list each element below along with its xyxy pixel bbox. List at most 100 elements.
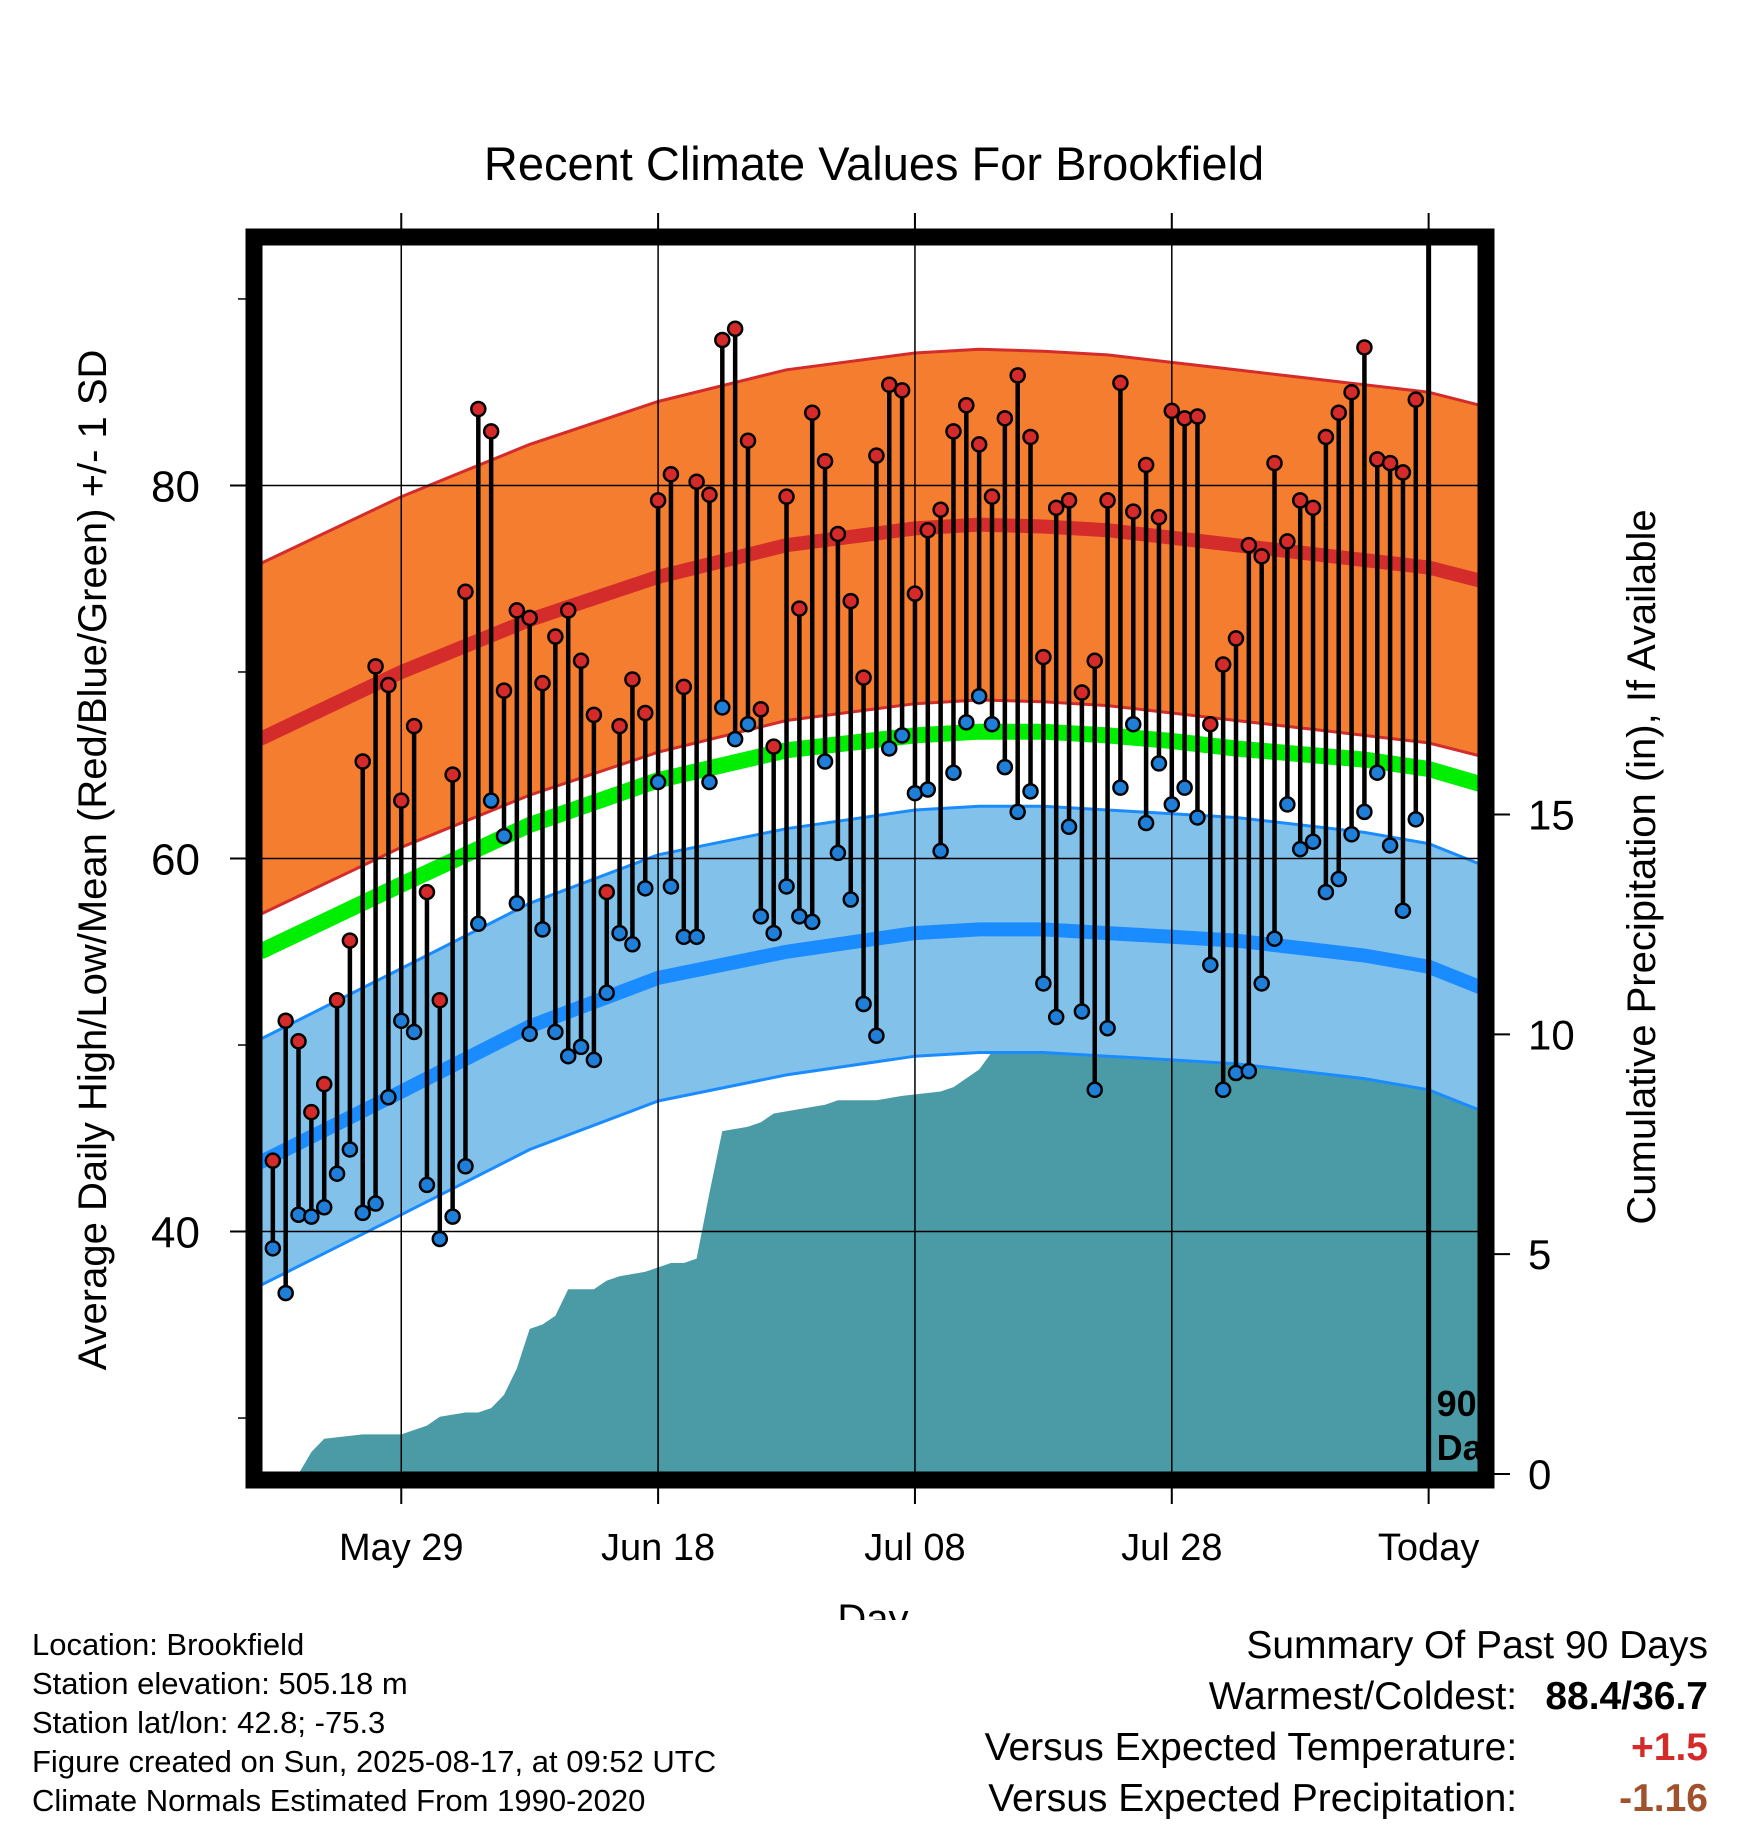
daily-high-point bbox=[1394, 464, 1412, 481]
daily-low-point bbox=[1060, 818, 1078, 836]
y2-tick-label: 5 bbox=[1528, 1231, 1551, 1278]
daily-high-point bbox=[1137, 456, 1155, 474]
daily-low-point bbox=[765, 924, 782, 942]
x-axis-label: Day bbox=[837, 1597, 908, 1620]
y2-tick-label: 10 bbox=[1528, 1011, 1575, 1058]
daily-low-point bbox=[534, 921, 551, 938]
climate-chart: Recent Climate Values For Brookfield Ave… bbox=[71, 137, 1664, 1620]
daily-low-point bbox=[1099, 1019, 1116, 1037]
y2-tick-label: 0 bbox=[1528, 1451, 1551, 1498]
daily-low-point bbox=[1240, 1062, 1258, 1080]
daily-high-point bbox=[765, 738, 782, 755]
daily-low-point bbox=[662, 878, 680, 895]
temp-value: +1.5 bbox=[1631, 1726, 1708, 1769]
daily-low-point bbox=[816, 753, 834, 770]
daily-high-point bbox=[1227, 630, 1245, 647]
daily-high-point bbox=[855, 669, 872, 686]
station-info: Location: Brookfield Station elevation: … bbox=[32, 1625, 716, 1820]
temp-label: Versus Expected Temperature: bbox=[984, 1726, 1518, 1769]
daily-low-point bbox=[431, 1230, 449, 1248]
daily-low-point bbox=[1291, 840, 1309, 858]
daily-low-point bbox=[996, 758, 1014, 776]
daily-high-point bbox=[521, 609, 538, 627]
daily-high-point bbox=[1253, 548, 1270, 565]
daily-low-point bbox=[393, 1012, 410, 1030]
daily-high-point bbox=[637, 704, 654, 722]
daily-low-point bbox=[1137, 814, 1155, 832]
daily-high-point bbox=[906, 585, 924, 602]
daily-high-point bbox=[970, 436, 988, 453]
daily-low-point bbox=[1150, 755, 1168, 772]
daily-high-point bbox=[431, 992, 449, 1009]
daily-high-point bbox=[1266, 454, 1283, 472]
daily-low-point bbox=[1202, 956, 1219, 974]
daily-low-point bbox=[1394, 902, 1412, 919]
daily-high-point bbox=[444, 766, 461, 783]
daily-low-point bbox=[1163, 796, 1181, 813]
daily-low-point bbox=[752, 908, 770, 925]
x-tick-label: Jun 18 bbox=[601, 1527, 715, 1569]
daily-high-point bbox=[701, 486, 718, 504]
daily-high-point bbox=[585, 706, 603, 724]
y-tick-label: 60 bbox=[151, 836, 200, 885]
daily-high-point bbox=[1086, 652, 1103, 670]
daily-low-point bbox=[405, 1023, 423, 1041]
location-text: Location: Brookfield bbox=[32, 1627, 305, 1662]
daily-high-point bbox=[1356, 339, 1373, 356]
daily-high-point bbox=[495, 682, 513, 699]
daily-low-point bbox=[1317, 883, 1335, 901]
daily-high-point bbox=[996, 410, 1014, 427]
daily-low-point bbox=[970, 687, 988, 705]
daily-high-point bbox=[1317, 428, 1335, 446]
daily-high-point bbox=[726, 320, 744, 338]
daily-high-point bbox=[739, 432, 757, 449]
daily-low-point bbox=[932, 842, 949, 860]
daily-high-point bbox=[482, 423, 500, 440]
daily-low-point bbox=[868, 1027, 885, 1044]
daily-high-point bbox=[1304, 499, 1322, 517]
daily-high-point bbox=[559, 602, 577, 619]
daily-high-point bbox=[714, 331, 731, 349]
daily-high-point bbox=[893, 382, 911, 399]
daily-high-point bbox=[1291, 492, 1309, 509]
warm-cold-row: Warmest/Coldest: 88.4/36.7 bbox=[985, 1671, 1708, 1722]
daily-low-point bbox=[367, 1195, 384, 1212]
daily-low-point bbox=[470, 915, 487, 933]
daily-low-point bbox=[1022, 783, 1039, 800]
daily-low-point bbox=[714, 699, 731, 716]
warm-cold-label: Warmest/Coldest: bbox=[1208, 1675, 1518, 1718]
daily-low-point bbox=[1073, 1003, 1091, 1020]
daily-low-point bbox=[572, 1038, 590, 1056]
daily-high-point bbox=[303, 1103, 320, 1121]
daily-low-point bbox=[444, 1208, 461, 1225]
daily-high-point bbox=[418, 883, 436, 901]
daily-low-point bbox=[380, 1088, 397, 1106]
daily-low-point bbox=[1035, 975, 1052, 992]
daily-low-point bbox=[328, 1165, 346, 1182]
latlon-text: Station lat/lon: 42.8; -75.3 bbox=[32, 1705, 386, 1740]
summary-heading: Summary Of Past 90 Days bbox=[1246, 1624, 1708, 1667]
daily-high-point bbox=[611, 717, 628, 735]
daily-low-point bbox=[585, 1051, 603, 1069]
daily-high-point bbox=[1060, 492, 1078, 509]
daily-high-point bbox=[315, 1075, 333, 1093]
daily-low-point bbox=[649, 773, 667, 791]
y-axis-label: Average Daily High/Low/Mean (Red/Blue/Gr… bbox=[71, 350, 115, 1371]
daily-low-point bbox=[881, 740, 898, 757]
daily-high-point bbox=[1381, 454, 1399, 472]
daily-high-point bbox=[1125, 503, 1142, 520]
daily-high-point bbox=[547, 628, 564, 645]
daily-high-point bbox=[791, 600, 808, 617]
x-tick-label: Jul 28 bbox=[1121, 1527, 1222, 1569]
daily-high-point bbox=[1035, 648, 1052, 666]
daily-low-point bbox=[893, 727, 911, 744]
daily-low-point bbox=[547, 1023, 564, 1041]
daily-high-point bbox=[277, 1012, 294, 1030]
daily-high-point bbox=[598, 883, 615, 901]
x-tick-label: Today bbox=[1378, 1527, 1479, 1569]
daily-low-point bbox=[1253, 975, 1270, 992]
daily-low-point bbox=[1381, 837, 1399, 854]
daily-high-point bbox=[1112, 374, 1129, 392]
